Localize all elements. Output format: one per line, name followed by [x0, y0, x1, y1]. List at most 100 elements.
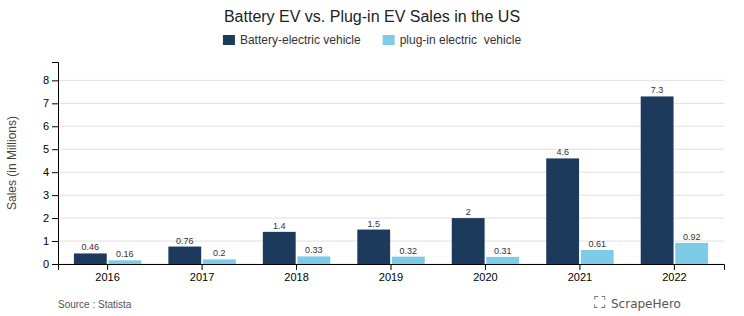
tick: 4: [43, 166, 58, 178]
logo-icon: ⛶: [594, 293, 606, 312]
bars: [74, 96, 708, 264]
plot: 0.460.761.41.524.67.30.160.20.330.320.31…: [43, 63, 725, 283]
tick: 2020: [473, 264, 497, 283]
data-label: 0.32: [400, 246, 418, 256]
axis-line: [52, 63, 59, 265]
grid-line: [58, 126, 724, 127]
annotations: Source : Statista⛶ScrapeHero: [58, 293, 681, 312]
tick-mark: [52, 126, 58, 127]
grid-line: [58, 172, 724, 173]
legend-swatch: [383, 35, 395, 45]
legend-label: plug-in electric vehicle: [400, 33, 522, 47]
data-label: 7.3: [651, 85, 664, 95]
grid: [58, 80, 724, 264]
tick: 3: [43, 189, 58, 201]
y-axis-title: Sales (in Millions): [5, 116, 19, 210]
data-label: 0.76: [176, 236, 194, 246]
data-label: 0.16: [116, 249, 134, 259]
tick-mark: [579, 264, 580, 270]
data-label: 0.61: [588, 239, 606, 249]
data-label: 1.5: [367, 219, 380, 229]
tick-mark: [674, 264, 675, 270]
tick: 7: [43, 97, 58, 109]
legend: Battery-electric vehicle plug-in electric…: [223, 33, 521, 47]
legend-item: Battery-electric vehicle: [223, 33, 361, 47]
bar: [452, 218, 485, 264]
tick-mark: [52, 241, 58, 242]
tick-label: 2016: [95, 271, 119, 283]
tick-label: 4: [43, 166, 49, 178]
source-note: Source : Statista: [58, 299, 132, 310]
tick: 0: [43, 258, 58, 270]
tick-label: 2019: [379, 271, 403, 283]
tick: 2016: [95, 264, 119, 283]
axis-line: [59, 265, 725, 271]
tick-mark: [107, 264, 108, 270]
tick: 2: [43, 212, 58, 224]
tick: 2019: [379, 264, 403, 283]
data-label: 0.92: [683, 232, 701, 242]
tick: 6: [43, 120, 58, 132]
tick-label: 2022: [662, 271, 686, 283]
tick-label: 5: [43, 143, 49, 155]
x-axis: 2016201720182019202020212022: [59, 264, 725, 283]
bar: [675, 243, 708, 264]
grid-line: [58, 103, 724, 104]
data-label: 4.6: [556, 147, 569, 157]
tick-label: 7: [43, 97, 49, 109]
tick: 2017: [190, 264, 214, 283]
tick-mark: [296, 264, 297, 270]
tick: 1: [43, 235, 58, 247]
tick-label: 6: [43, 120, 49, 132]
tick-label: 2021: [568, 271, 592, 283]
tick-mark: [52, 103, 58, 104]
data-label: 2: [466, 207, 471, 217]
legend-swatch: [223, 35, 235, 45]
title: Battery EV vs. Plug-in EV Sales in the U…: [224, 8, 520, 25]
tick-mark: [391, 264, 392, 270]
data-label: 0.31: [494, 246, 512, 256]
bar: [486, 257, 519, 264]
legend-item: plug-in electric vehicle: [383, 33, 522, 47]
bar: [203, 259, 236, 264]
grid-line: [58, 218, 724, 219]
bar: [168, 247, 201, 264]
tick: 8: [43, 74, 58, 86]
bar: [108, 260, 141, 264]
grid-line: [58, 241, 724, 242]
tick-label: 2: [43, 212, 49, 224]
bar: [392, 257, 425, 264]
tick-mark: [485, 264, 486, 270]
legend-label: Battery-electric vehicle: [240, 33, 361, 47]
tick-mark: [52, 172, 58, 173]
tick-mark: [52, 80, 58, 81]
data-label: 1.4: [273, 221, 286, 231]
tick-mark: [52, 195, 58, 196]
tick-label: 8: [43, 74, 49, 86]
tick-mark: [52, 264, 58, 265]
data-labels: 0.460.761.41.524.67.30.160.20.330.320.31…: [82, 85, 701, 259]
tick-mark: [202, 264, 203, 270]
tick: 2022: [662, 264, 686, 283]
tick-label: 2017: [190, 271, 214, 283]
grid-line: [58, 195, 724, 196]
bar: [581, 250, 614, 264]
tick: 2021: [568, 264, 592, 283]
bar: [297, 256, 330, 264]
data-label: 0.2: [213, 248, 226, 258]
data-label: 0.46: [82, 242, 100, 252]
tick-mark: [52, 218, 58, 219]
bar: [357, 230, 390, 264]
y-axis: 0 1 2 3 4 5 6 7 8: [43, 63, 59, 271]
bar: [263, 232, 296, 264]
tick: 5: [43, 143, 58, 155]
grid-line: [58, 80, 724, 81]
grid-line: [58, 149, 724, 150]
tick-mark: [52, 149, 58, 150]
tick-label: 1: [43, 235, 49, 247]
chart: Battery EV vs. Plug-in EV Sales in the U…: [0, 0, 744, 316]
bar: [546, 158, 579, 264]
bar: [641, 96, 674, 264]
bar: [74, 253, 107, 264]
tick-label: 3: [43, 189, 49, 201]
